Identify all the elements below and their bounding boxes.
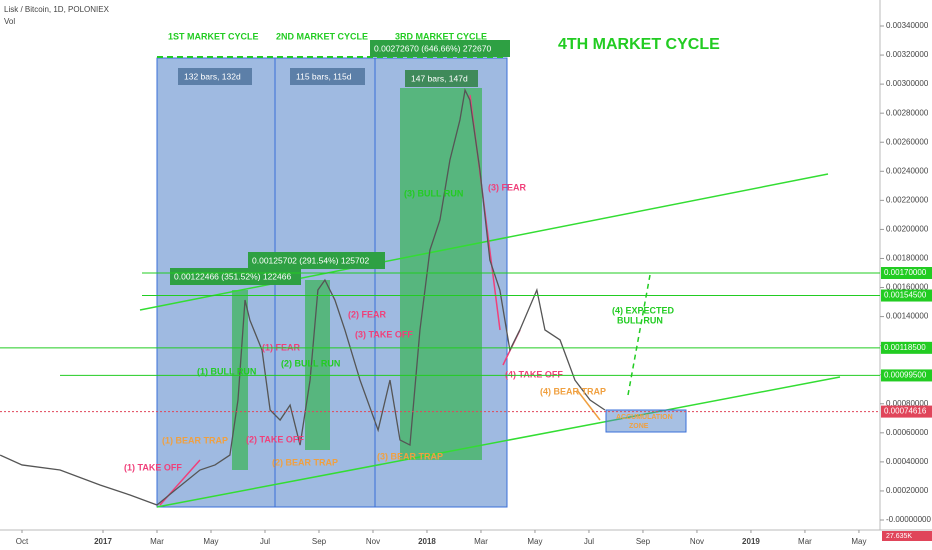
y-tick-label: 0.00080000 [886,399,929,408]
x-tick-label: May [203,537,218,546]
bars-box [178,68,252,85]
x-tick-label: Jul [260,537,270,546]
price-level-label: 0.00074616 [884,407,927,416]
y-tick-label: 0.00060000 [886,428,929,437]
volume-axis-label: 27.635K [886,533,912,540]
y-tick-label: 0.00280000 [886,108,929,117]
x-tick-label: Sep [312,537,327,546]
annotation: 4TH MARKET CYCLE [558,36,720,53]
y-tick-label: 0.00240000 [886,166,929,175]
price-level-box [881,289,932,302]
measure-label: 0.00122466 (351.52%) 122466 [174,271,291,281]
volume-axis-box [882,531,932,541]
annotation: ACCUMULATION [616,414,673,421]
x-tick-label: Mar [798,537,812,546]
accumulation-zone [605,409,687,433]
x-tick-label: Nov [690,537,704,546]
x-tick-label: Jul [584,537,594,546]
price-level-label: 0.00170000 [884,268,927,277]
trend-line [139,173,829,311]
x-tick-label: May [527,537,542,546]
x-tick-label: Nov [366,537,380,546]
price-line [0,87,606,506]
annotation: (4) TAKE OFF [505,369,563,379]
y-tick-label: 0.00020000 [886,486,929,495]
x-tick-label: Mar [150,537,164,546]
measure-box [248,252,385,269]
y-tick-label: 0.00180000 [886,254,929,263]
annotation: (4) BEAR TRAP [540,386,606,396]
x-tick-label: 2018 [418,537,436,546]
price-level-box [881,341,932,354]
y-tick-label: -0.00000000 [886,515,931,524]
y-tick-label: 0.00200000 [886,225,929,234]
annotation: (2) BEAR TRAP [272,457,338,467]
measure-box [170,268,301,285]
y-tick-label: 0.00040000 [886,457,929,466]
bars-box [290,68,365,85]
y-tick-label: 0.00320000 [886,50,929,59]
bull-zone [400,88,482,460]
x-tick-label: Sep [636,537,651,546]
annotation: (2) TAKE OFF [246,434,304,444]
y-tick-label: 0.00340000 [886,21,929,30]
bull-zone [305,280,330,450]
annotation: (3) TAKE OFF [355,329,413,339]
price-level-box [881,369,932,382]
price-level-label: 0.00099500 [884,371,927,380]
annotation: ZONE [629,423,649,430]
trend-line [156,376,841,508]
arrow [576,389,601,421]
x-tick-label: May [851,537,866,546]
measure-label: 0.00125702 (291.54%) 125702 [252,255,369,265]
header: Lisk / Bitcoin, 1D, POLONIEX [4,5,110,14]
price-level-label: 0.00154500 [884,291,927,300]
bars-label: 115 bars, 115d [296,71,352,81]
annotation: 3RD MARKET CYCLE [395,31,487,41]
bars-box [405,70,478,87]
measure-label: 0.00272670 (646.66%) 272670 [374,43,491,53]
annotation: (1) BEAR TRAP [162,435,228,445]
annotation: (3) BULL RUN [404,188,463,198]
y-tick-label: 0.00260000 [886,137,929,146]
bars-label: 132 bars, 132d [184,71,241,81]
y-tick-label: 0.00160000 [886,283,929,292]
annotation: 1ST MARKET CYCLE [168,31,259,41]
bars-label: 147 bars, 147d [411,73,468,83]
annotation: (3) FEAR [488,182,527,192]
x-tick-label: Mar [474,537,488,546]
price-level-box [881,405,932,418]
x-tick-label: 2019 [742,537,760,546]
measure-box [370,40,510,57]
annotation: (1) BULL RUN [197,366,256,376]
x-tick-label: Oct [16,537,29,546]
annotation: (2) FEAR [348,309,387,319]
annotation: (1) TAKE OFF [124,462,182,472]
annotation: BULL RUN [617,315,663,325]
y-tick-label: 0.00140000 [886,312,929,321]
volume-label: Vol [4,17,15,26]
price-level-label: 0.00118500 [884,343,926,352]
annotation: (2) BULL RUN [281,358,340,368]
price-level-box [881,267,932,280]
y-tick-label: 0.00220000 [886,195,929,204]
annotation: (4) EXPECTED [612,305,675,315]
annotation: 2ND MARKET CYCLE [276,31,368,41]
annotation: (3) BEAR TRAP [377,451,443,461]
x-tick-label: 2017 [94,537,112,546]
y-tick-label: 0.00300000 [886,79,929,88]
